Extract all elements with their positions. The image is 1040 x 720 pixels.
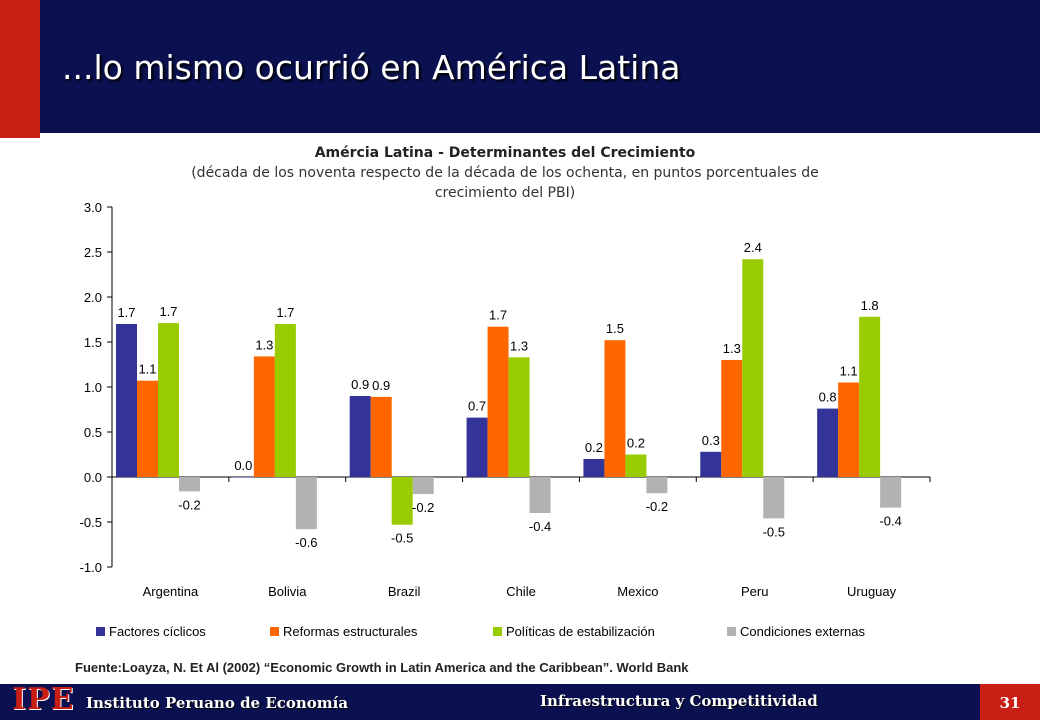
bar	[742, 259, 764, 477]
title-bar	[0, 0, 1040, 133]
footer-bar	[0, 684, 1040, 720]
data-label: 0.2	[627, 436, 645, 451]
source-note: Fuente:Loayza, N. Et Al (2002) “Economic…	[75, 660, 689, 675]
bar	[487, 326, 509, 477]
data-label: -0.5	[763, 524, 785, 539]
bar	[137, 380, 158, 477]
bar	[179, 477, 200, 492]
data-label: -0.5	[391, 531, 413, 546]
data-label: 1.7	[276, 305, 294, 320]
y-tick-label: -0.5	[80, 515, 102, 530]
data-label: 0.0	[234, 458, 252, 473]
legend-label: Factores cíclicos	[109, 624, 206, 639]
data-label: 1.1	[138, 362, 156, 377]
data-label: 1.3	[255, 337, 273, 352]
bar	[116, 324, 137, 477]
bar	[646, 477, 668, 494]
data-label: -0.2	[646, 499, 668, 514]
bar	[604, 340, 626, 477]
data-label: -0.4	[879, 514, 901, 529]
bar	[817, 408, 839, 477]
ipe-logo: IPE	[12, 682, 75, 717]
legend-label: Políticas de estabilización	[506, 624, 655, 639]
data-label: -0.6	[295, 535, 317, 550]
bar	[838, 382, 860, 477]
legend-swatch	[270, 627, 279, 636]
x-tick-label: Argentina	[143, 584, 199, 599]
chart-title: Amércia Latina - Determinantes del Creci…	[314, 145, 696, 161]
data-label: 1.3	[723, 341, 741, 356]
bar	[859, 316, 881, 477]
data-label: -0.2	[178, 497, 200, 512]
data-label: -0.2	[412, 500, 434, 515]
x-tick-label: Peru	[741, 584, 768, 599]
y-tick-label: 1.5	[84, 335, 102, 350]
bar	[529, 477, 551, 513]
data-label: 2.4	[744, 240, 762, 255]
bar	[625, 454, 647, 477]
data-label: 0.2	[585, 440, 603, 455]
y-tick-label: 0.5	[84, 425, 102, 440]
bar	[412, 477, 434, 495]
bar	[370, 396, 392, 477]
bar	[391, 477, 413, 525]
x-tick-label: Mexico	[617, 584, 658, 599]
x-tick-label: Uruguay	[847, 584, 897, 599]
bar	[232, 477, 254, 478]
data-label: 1.7	[117, 305, 135, 320]
y-tick-label: 3.0	[84, 200, 102, 215]
data-label: 0.7	[468, 399, 486, 414]
legend-swatch	[727, 627, 736, 636]
slide-title: ...lo mismo ocurrió en América Latina	[62, 48, 681, 87]
legend-label: Condiciones externas	[740, 624, 866, 639]
bar	[700, 451, 722, 477]
bar	[158, 323, 179, 477]
chart-title-block: Amércia Latina - Determinantes del Creci…	[150, 143, 860, 203]
legend-label: Reformas estructurales	[283, 624, 418, 639]
chart-subtitle: (década de los noventa respecto de la dé…	[191, 165, 819, 201]
y-tick-label: 0.0	[84, 470, 102, 485]
footer-accent	[980, 684, 1040, 720]
data-label: 1.7	[489, 308, 507, 323]
bar	[583, 459, 605, 477]
data-label: 1.1	[840, 364, 858, 379]
bar	[274, 324, 296, 477]
data-label: 1.7	[159, 304, 177, 319]
legend-swatch	[493, 627, 502, 636]
institute-name: Instituto Peruano de Economía	[86, 694, 349, 712]
data-label: 1.8	[861, 298, 879, 313]
bar	[508, 357, 530, 477]
bar	[349, 396, 371, 477]
bar	[466, 417, 488, 477]
bar	[721, 360, 743, 477]
y-tick-label: 2.5	[84, 245, 102, 260]
y-tick-label: 1.0	[84, 380, 102, 395]
y-tick-label: 2.0	[84, 290, 102, 305]
title-accent-stripe	[0, 0, 40, 138]
page-number: 31	[999, 694, 1021, 712]
data-label: -0.4	[529, 519, 551, 534]
bar	[253, 356, 275, 477]
data-label: 0.9	[372, 378, 390, 393]
data-label: 0.9	[351, 377, 369, 392]
x-tick-label: Bolivia	[268, 584, 307, 599]
bar	[295, 477, 317, 530]
x-tick-label: Brazil	[388, 584, 421, 599]
bar	[880, 477, 902, 508]
x-tick-label: Chile	[506, 584, 536, 599]
data-label: 0.3	[702, 433, 720, 448]
y-tick-label: -1.0	[80, 560, 102, 575]
data-label: 1.3	[510, 338, 528, 353]
growth-determinants-chart: 3.0 2.5 2.0 1.5 1.0 0.5 0.0 -0.5 -1.0 1.7 1.1 1.7 -0…	[80, 200, 931, 639]
data-label: 0.8	[819, 390, 837, 405]
section-name: Infraestructura y Competitividad	[540, 692, 818, 710]
legend-swatch	[96, 627, 105, 636]
data-label: 1.5	[606, 321, 624, 336]
bar	[763, 477, 785, 519]
